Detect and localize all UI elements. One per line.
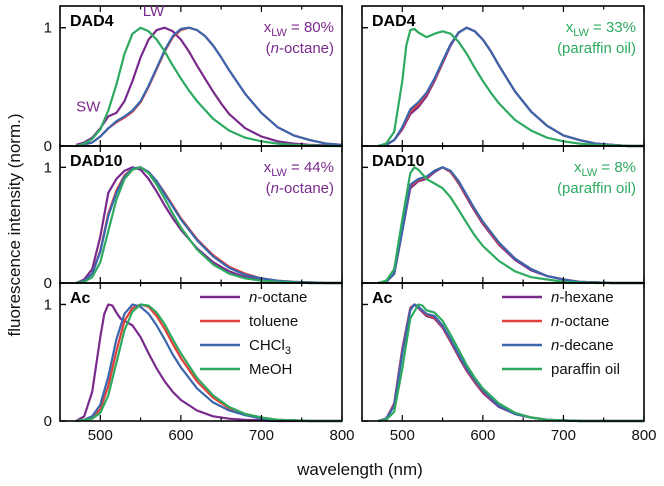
y-tick-label: 0 [44,275,52,292]
x-tick-label: 800 [631,427,656,444]
x-tick-label: 500 [88,427,113,444]
series-line-chcl3 [75,26,343,148]
band-label-sw: SW [76,99,101,116]
panel-dad10-left: 01 DAD10 xLW = 44%(n-octane) [44,145,343,292]
legend-entry: MeOH [249,361,292,378]
text-part: ( [266,40,271,57]
panel-title: DAD4 [372,13,416,30]
text-part: -hexane [559,289,613,306]
band-label-lw: LW [143,3,165,20]
italic-prefix: n [551,313,559,330]
text-part: -decane [559,337,613,354]
italic-prefix: n [249,289,257,306]
lw-fraction-annotation: xLW = 44% [264,159,334,179]
legend-entry: n-octane [249,289,307,306]
solvent-annotation: (n-octane) [266,40,334,57]
x-tick-label: 600 [168,427,193,444]
panel-dad4-right: DAD4 xLW = 33%(paraffin oil) [361,5,645,148]
panel-title: DAD4 [70,13,114,30]
series-line-meoh [75,166,342,285]
series-line-meoh [75,303,342,423]
legend-entry: n-octane [551,313,609,330]
anno-subscript: LW [271,167,287,179]
solvent-annotation: (n-octane) [266,180,334,197]
legend-entry: n-decane [551,337,614,354]
anno-subscript: LW [271,27,287,39]
anno-value: = 44% [287,159,334,176]
panel-frame [361,282,645,422]
panel-title: Ac [70,290,91,307]
x-tick-label: 600 [470,427,495,444]
anno-subscript: LW [582,167,598,179]
text-part: CHCl [249,337,285,354]
y-tick-label: 1 [44,296,52,313]
y-tick-label: 1 [44,20,52,37]
x-tick-label: 800 [329,427,354,444]
italic-prefix: n [551,337,559,354]
text-part: -octane [257,289,307,306]
series-line-n-decane [377,26,644,148]
y-tick-label: 0 [44,138,52,155]
solvent-annotation: (paraffin oil) [557,40,636,57]
x-tick-label: 500 [390,427,415,444]
anno-prefix: x [264,159,272,176]
text-part: -octane [559,313,609,330]
series-line-meoh [75,26,342,148]
italic-prefix: n [271,40,279,57]
legend-entry: CHCl3 [249,337,291,357]
x-axis-label: wavelength (nm) [296,460,423,479]
italic-prefix: n [271,180,279,197]
anno-prefix: x [264,19,272,36]
lw-fraction-annotation: xLW = 8% [574,159,636,179]
panel-title: DAD10 [70,153,123,170]
series-line-n-octane [75,26,343,148]
text-part: -octane) [279,180,334,197]
italic-prefix: n [551,289,559,306]
lw-fraction-annotation: xLW = 33% [566,19,636,39]
solvent-annotation: (paraffin oil) [557,180,636,197]
panel-title: DAD10 [372,153,425,170]
panel-title: Ac [372,290,393,307]
legend-entry: n-hexane [551,289,614,306]
x-tick-label: 700 [551,427,576,444]
anno-subscript: LW [573,27,589,39]
panel-ac-left: 0 1 500 600 700 800 Ac n-octane toluene CHCl3 MeOH [44,282,355,444]
anno-value: = 33% [589,19,636,36]
y-axis-label: fluorescence intensity (norm.) [5,114,24,337]
anno-prefix: x [574,159,582,176]
panel-dad10-right: DAD10 xLW = 8%(paraffin oil) [361,145,645,285]
legend-entry: toluene [249,313,298,330]
panel-frame [59,282,343,422]
x-tick-label: 700 [249,427,274,444]
text-part: -octane) [279,40,334,57]
subscript: 3 [285,345,291,357]
legend-entry: paraffin oil [551,361,620,378]
text-part: ( [266,180,271,197]
y-tick-label: 0 [44,413,52,430]
anno-value: = 80% [287,19,334,36]
anno-prefix: x [566,19,574,36]
lw-fraction-annotation: xLW = 80% [264,19,334,39]
y-tick-label: 1 [44,159,52,176]
anno-value: = 8% [597,159,636,176]
series-line-paraffin-oil [377,27,644,148]
